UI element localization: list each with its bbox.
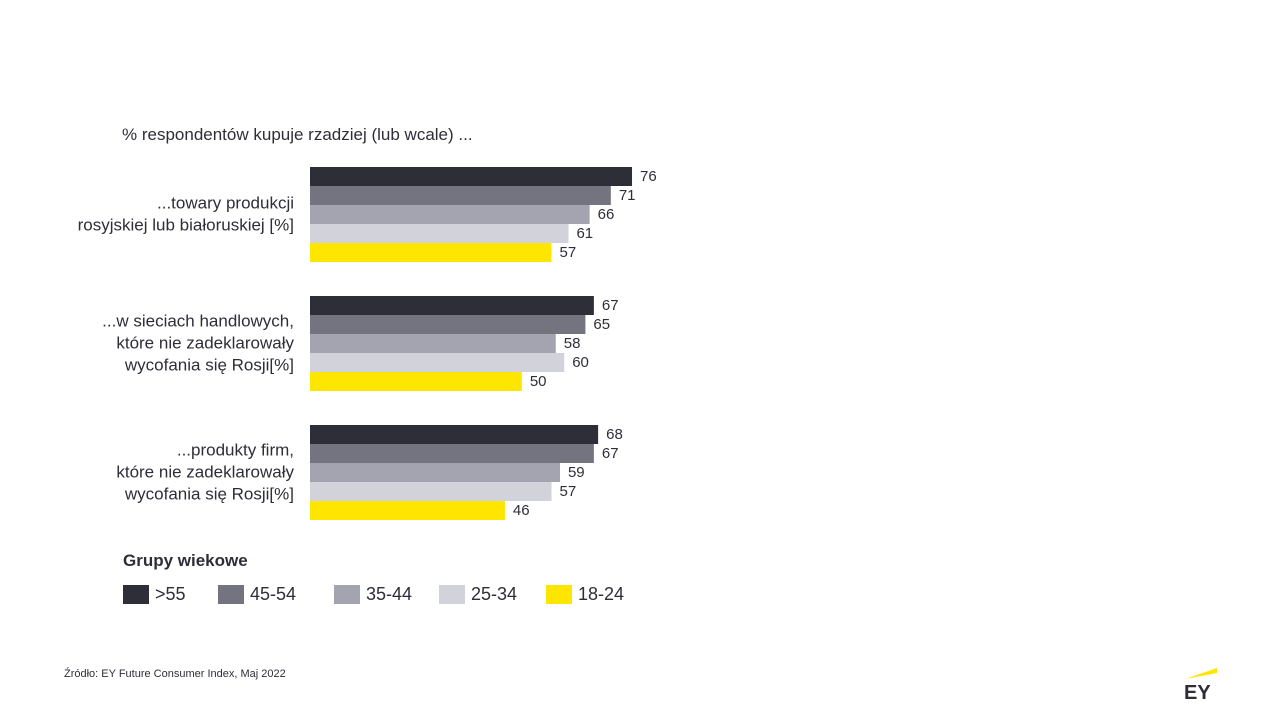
category-label: które nie zadeklarowały: [116, 334, 294, 353]
data-label: 68: [606, 426, 623, 443]
source-note: Źródło: EY Future Consumer Index, Maj 20…: [64, 668, 286, 680]
legend-item: 18-24: [546, 584, 624, 605]
data-label: 66: [598, 206, 615, 223]
category-label: rosyjskiej lub białoruskiej [%]: [78, 216, 294, 235]
data-label: 57: [560, 483, 577, 500]
logo-text: EY: [1184, 682, 1211, 700]
bar-3544-group1: [310, 205, 590, 224]
category-label: ...produkty firm,: [177, 441, 294, 460]
data-label: 71: [619, 187, 636, 204]
data-label: 50: [530, 373, 547, 390]
bar-55-group3: [310, 425, 599, 444]
bar-chart: ...towary produkcji rosyjskiej lub białor…: [78, 167, 657, 520]
legend-label: 45-54: [250, 584, 297, 604]
bar-55-group1: [310, 167, 633, 186]
bar-4554-group1: [310, 186, 611, 205]
legend-swatch: [334, 585, 360, 604]
legend-item: 25-34: [439, 584, 517, 605]
category-label: wycofania się Rosji[%]: [124, 356, 294, 375]
category-label: wycofania się Rosji[%]: [124, 485, 294, 504]
bar-1824-group2: [310, 372, 522, 391]
data-label: 65: [593, 316, 610, 333]
data-label: 60: [572, 354, 589, 371]
legend-label: 35-44: [366, 584, 413, 604]
data-label: 57: [560, 244, 577, 261]
bar-4554-group2: [310, 315, 586, 334]
legend-title: Grupy wiekowe: [123, 551, 248, 570]
legend-item: >55: [123, 584, 186, 605]
ey-logo-icon: EY: [1184, 668, 1217, 700]
legend-swatch: [218, 585, 244, 604]
bar-1824-group3: [310, 501, 505, 520]
bar-3544-group3: [310, 463, 560, 482]
category-label: ...towary produkcji: [157, 194, 294, 213]
data-label: 59: [568, 464, 585, 481]
bar-1824-group1: [310, 243, 552, 262]
category-label: które nie zadeklarowały: [116, 463, 294, 482]
data-label: 58: [564, 335, 581, 352]
legend-label: 18-24: [578, 584, 625, 604]
data-label: 67: [602, 445, 619, 462]
category-label: ...w sieciach handlowych,: [102, 312, 294, 331]
legend-label: 25-34: [471, 584, 518, 604]
legend-swatch: [123, 585, 149, 604]
data-label: 76: [640, 168, 657, 185]
legend-label: >55: [155, 584, 186, 604]
chart-subtitle: % respondentów kupuje rzadziej (lub wcal…: [122, 125, 473, 144]
data-label: 46: [513, 502, 530, 519]
legend-swatch: [439, 585, 465, 604]
bar-3544-group2: [310, 334, 556, 353]
bar-2534-group1: [310, 224, 569, 243]
data-label: 61: [576, 225, 593, 242]
legend-item: 45-54: [218, 584, 296, 605]
bar-55-group2: [310, 296, 594, 315]
data-label: 67: [602, 297, 619, 314]
logo-accent-beam: [1185, 668, 1217, 679]
legend-swatch: [546, 585, 572, 604]
bar-2534-group2: [310, 353, 565, 372]
legend-item: 35-44: [334, 584, 412, 605]
bar-4554-group3: [310, 444, 594, 463]
bar-2534-group3: [310, 482, 552, 501]
